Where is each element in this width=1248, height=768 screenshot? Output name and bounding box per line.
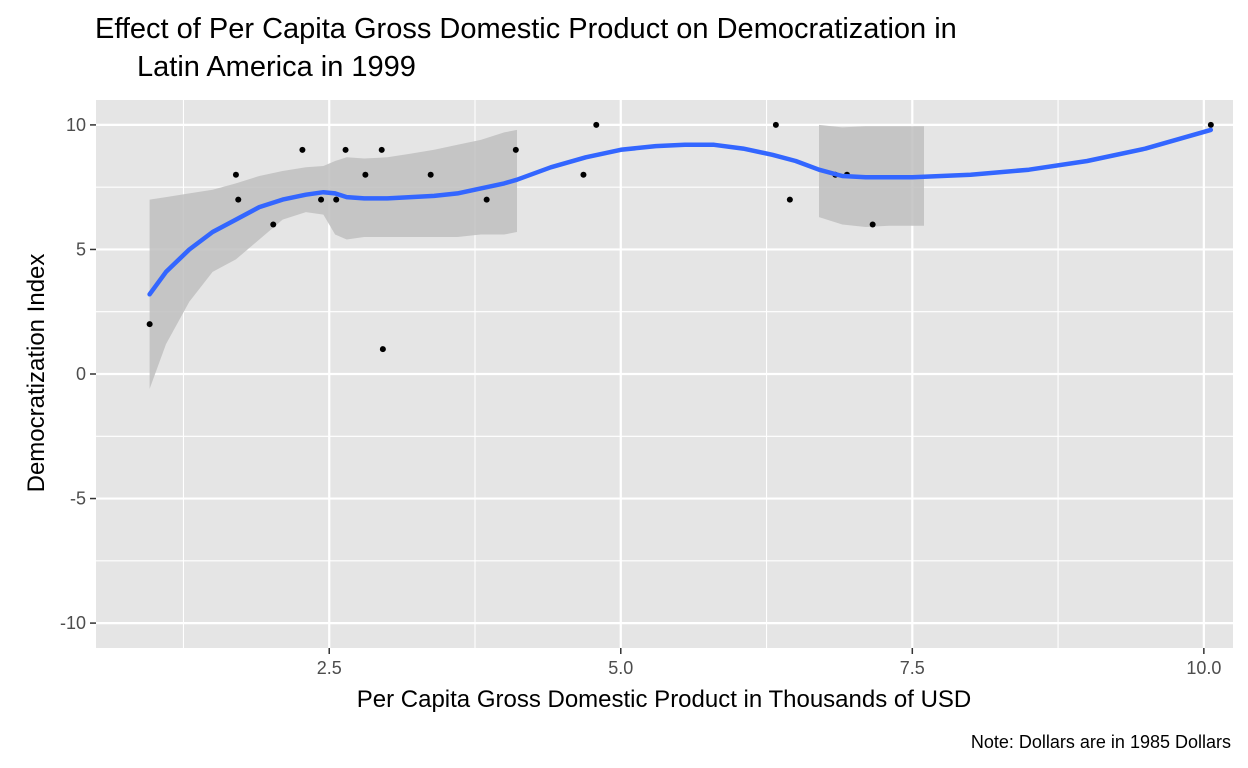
smooth-line [147,127,1214,297]
axis-ticks [90,124,1205,654]
data-point [318,196,325,203]
chart-title-line-2: Latin America in 1999 [137,51,416,83]
data-point [483,196,490,203]
y-tick-label: 10 [66,115,86,135]
axis-tick-labels: 2.5 5.0 7.5 10.0 -10 -5 0 5 10 [60,115,1221,678]
data-point [593,121,600,128]
data-point [786,196,793,203]
x-axis-label: Per Capita Gross Domestic Product in Tho… [356,686,972,713]
y-axis-label: Democratization Index [23,253,50,493]
x-tick-label: 10.0 [1186,658,1221,678]
data-point [232,171,239,178]
data-point [146,321,153,328]
y-tick-label: 5 [76,239,86,259]
data-point [379,346,386,353]
y-tick-label: -5 [70,489,86,509]
data-point [772,121,779,128]
data-point [869,221,876,228]
chart-title: Effect of Per Capita Gross Domestic Prod… [95,10,957,86]
y-tick-label: -10 [60,613,86,633]
y-tick-label: 0 [76,364,86,384]
data-point [333,196,340,203]
data-point [512,146,519,153]
x-tick-label: 2.5 [317,658,342,678]
major-grid [96,100,1233,648]
data-point [270,221,277,228]
data-point [580,171,587,178]
data-point [299,146,306,153]
data-point [427,171,434,178]
data-point [235,196,242,203]
data-point [342,146,349,153]
data-point [362,171,369,178]
smooth-lines [147,127,1214,297]
x-tick-label: 7.5 [900,658,925,678]
data-point [378,146,385,153]
chart-caption: Note: Dollars are in 1985 Dollars [970,732,1231,752]
data-point [1207,121,1214,128]
chart-title-line-1: Effect of Per Capita Gross Domestic Prod… [95,13,957,45]
x-tick-label: 5.0 [608,658,633,678]
